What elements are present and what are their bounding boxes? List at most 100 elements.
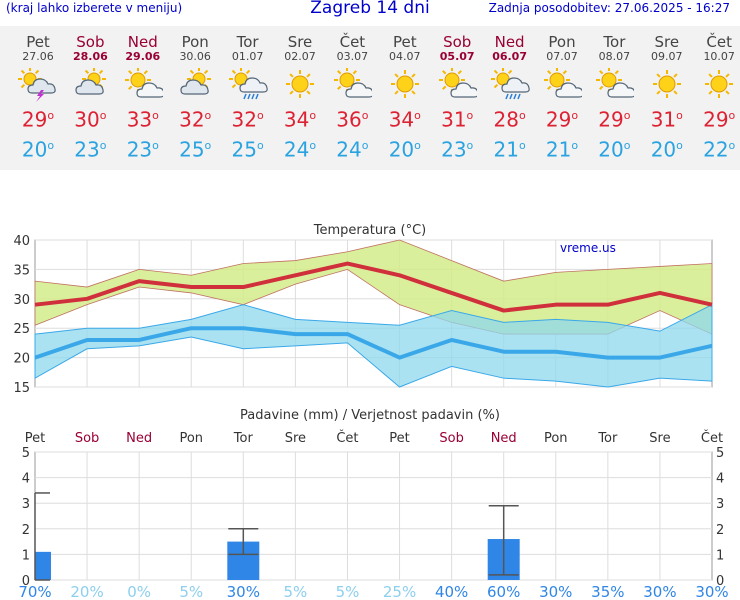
day-date: 07.07	[546, 50, 578, 63]
precipitation-y-tick-label-left: 1	[22, 548, 30, 563]
precipitation-probability-label: 5%	[179, 583, 203, 600]
precipitation-probability-label: 60%	[487, 583, 520, 600]
forecast-day: Sre 02.07 34o 24o	[274, 26, 326, 163]
precipitation-x-tick-label: Pon	[544, 431, 568, 446]
day-date: 01.07	[231, 50, 264, 63]
temperature-y-tick-label: 25	[13, 322, 30, 337]
min-temp: 23o	[441, 137, 474, 162]
precipitation-y-tick-label-left: 0	[22, 574, 30, 589]
precipitation-x-tick-label: Pet	[25, 431, 45, 446]
sun-icon	[385, 68, 425, 100]
precipitation-chart-title: Padavine (mm) / Verjetnost padavin (%)	[240, 408, 500, 423]
day-name: Pon	[181, 33, 209, 51]
precipitation-y-tick-label-left: 4	[22, 472, 30, 487]
sun-cloud-icon	[437, 67, 479, 100]
thunderstorm-sun-icon	[18, 67, 58, 102]
precipitation-x-tick-label: Sob	[439, 431, 463, 446]
temperature-y-tick-label: 20	[13, 352, 30, 367]
sun-rain-cloud-icon	[228, 67, 268, 100]
max-temp: 32o	[231, 107, 264, 132]
min-temp: 20o	[388, 137, 421, 162]
forecast-day: Sob 05.07 31o 23o	[431, 26, 483, 163]
precipitation-probability-label: 0%	[127, 583, 151, 600]
temperature-y-tick-label: 30	[13, 293, 30, 308]
precipitation-probability-label: 30%	[539, 583, 572, 600]
day-date: 06.07	[492, 50, 527, 63]
day-name: Pon	[548, 33, 576, 51]
day-name: Pet	[26, 33, 50, 51]
temperature-y-tick-label: 35	[13, 263, 30, 278]
forecast-day: Pet 04.07 34o 20o	[379, 26, 431, 163]
precipitation-y-tick-label-right: 5	[716, 446, 724, 461]
max-temp: 34o	[283, 107, 317, 132]
forecast-strip: Pet 27.06 29o 20o Sob 28.06 30o 23o Ned 29.06 33o 2…	[0, 26, 740, 170]
day-date: 10.07	[703, 50, 735, 63]
location-hint: (kraj lahko izberete v meniju)	[6, 1, 183, 15]
min-temperature-line	[34, 326, 713, 360]
precipitation-x-tick-label: Pon	[179, 431, 203, 446]
max-temp: 29o	[703, 107, 736, 132]
day-date: 03.07	[336, 50, 369, 63]
max-temperature-line	[34, 261, 713, 313]
day-date: 30.06	[179, 50, 211, 63]
precipitation-probability-label: 25%	[383, 583, 416, 600]
precipitation-y-tick-label-right: 3	[716, 497, 724, 512]
page-title: Zagreb 14 dni	[310, 0, 430, 18]
min-temp: 22o	[703, 137, 736, 162]
sun-cloud-icon	[594, 67, 637, 100]
precipitation-y-tick-label-left: 2	[22, 523, 30, 538]
temperature-chart-title: Temperatura (°C)	[313, 223, 426, 238]
precipitation-x-tick-label: Tor	[597, 431, 618, 446]
sun-icon	[647, 68, 687, 100]
forecast-day: Pon 07.07 29o 21o	[536, 26, 588, 163]
forecast-day: Sob 28.06 30o 23o	[64, 26, 116, 163]
day-name: Sob	[76, 33, 105, 51]
day-name: Pet	[392, 33, 417, 51]
forecast-day: Tor 01.07 32o 25o	[222, 26, 274, 163]
last-updated: Zadnja posodobitev: 27.06.2025 - 16:27	[488, 1, 730, 15]
precipitation-probability-label: 30%	[695, 583, 728, 600]
day-name: Tor	[236, 33, 259, 51]
precipitation-x-tick-label: Sre	[649, 431, 670, 446]
max-temp: 36o	[336, 107, 369, 132]
precipitation-x-tick-label: Ned	[126, 431, 152, 446]
day-date: 08.07	[598, 50, 631, 63]
precipitation-x-tick-label: Pet	[389, 431, 409, 446]
precipitation-y-tick-label-right: 1	[716, 548, 724, 563]
forecast-day: Čet 03.07 36o 24o	[326, 26, 378, 163]
day-date: 28.06	[72, 50, 108, 63]
sun-icon	[280, 68, 320, 100]
max-temp: 29o	[598, 107, 631, 132]
min-temp: 24o	[336, 137, 369, 162]
precipitation-y-tick-label-left: 3	[22, 497, 30, 512]
forecast-day: Ned 29.06 33o 23o	[117, 26, 169, 163]
forecast-day: Čet 10.07 29o 22o	[693, 26, 740, 163]
precipitation-y-tick-label-right: 4	[716, 472, 724, 487]
watermark: vreme.us	[560, 241, 616, 255]
precipitation-x-tick-label: Čet	[336, 430, 358, 446]
precipitation-probability-label: 30%	[227, 583, 260, 600]
max-temp: 29o	[21, 107, 55, 132]
min-temp: 23o	[74, 137, 107, 162]
max-temp: 31o	[650, 107, 683, 132]
day-name: Tor	[603, 33, 626, 51]
day-name: Sre	[654, 33, 680, 51]
forecast-day: Pon 30.06 32o 25o	[169, 26, 221, 163]
forecast-day: Ned 06.07 28o 21o	[484, 26, 536, 163]
precipitation-probability-label: 5%	[336, 583, 360, 600]
day-name: Sob	[443, 33, 472, 51]
forecast-day: Pet 27.06 29o 20o	[12, 26, 64, 163]
max-temp: 34o	[388, 107, 421, 132]
day-name: Sre	[287, 33, 313, 51]
sun-cloud-icon	[123, 67, 165, 100]
min-temp: 24o	[283, 137, 317, 162]
precipitation-x-tick-label: Ned	[491, 431, 517, 446]
day-date: 05.07	[439, 50, 475, 63]
min-temp: 21o	[493, 137, 526, 162]
day-date: 04.07	[389, 50, 421, 63]
sun-cloud-icon	[332, 67, 375, 100]
sun-rain-cloud-icon	[490, 67, 530, 100]
precipitation-probability-label: 20%	[70, 583, 103, 600]
temperature-y-tick-label: 40	[13, 234, 30, 249]
precipitation-probability-label: 40%	[435, 583, 468, 600]
